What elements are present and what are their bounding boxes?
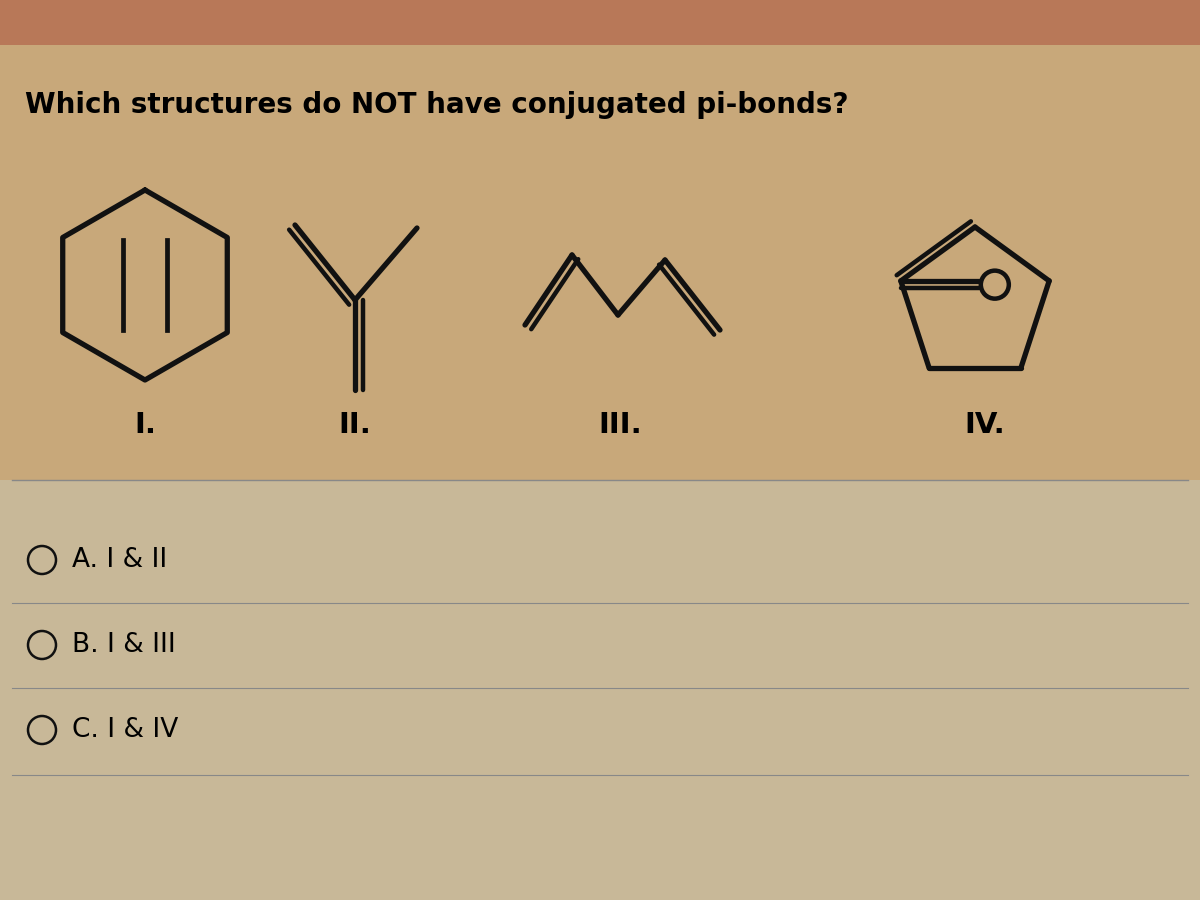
Text: II.: II. [338,411,372,439]
Text: C. I & IV: C. I & IV [72,717,179,743]
Text: A. I & II: A. I & II [72,547,167,573]
Text: B. I & III: B. I & III [72,632,175,658]
FancyBboxPatch shape [0,45,1200,900]
Text: I.: I. [134,411,156,439]
Text: III.: III. [598,411,642,439]
Text: IV.: IV. [965,411,1006,439]
FancyBboxPatch shape [0,480,1200,900]
Text: Which structures do NOT have conjugated pi-bonds?: Which structures do NOT have conjugated … [25,91,848,119]
FancyBboxPatch shape [0,0,1200,45]
